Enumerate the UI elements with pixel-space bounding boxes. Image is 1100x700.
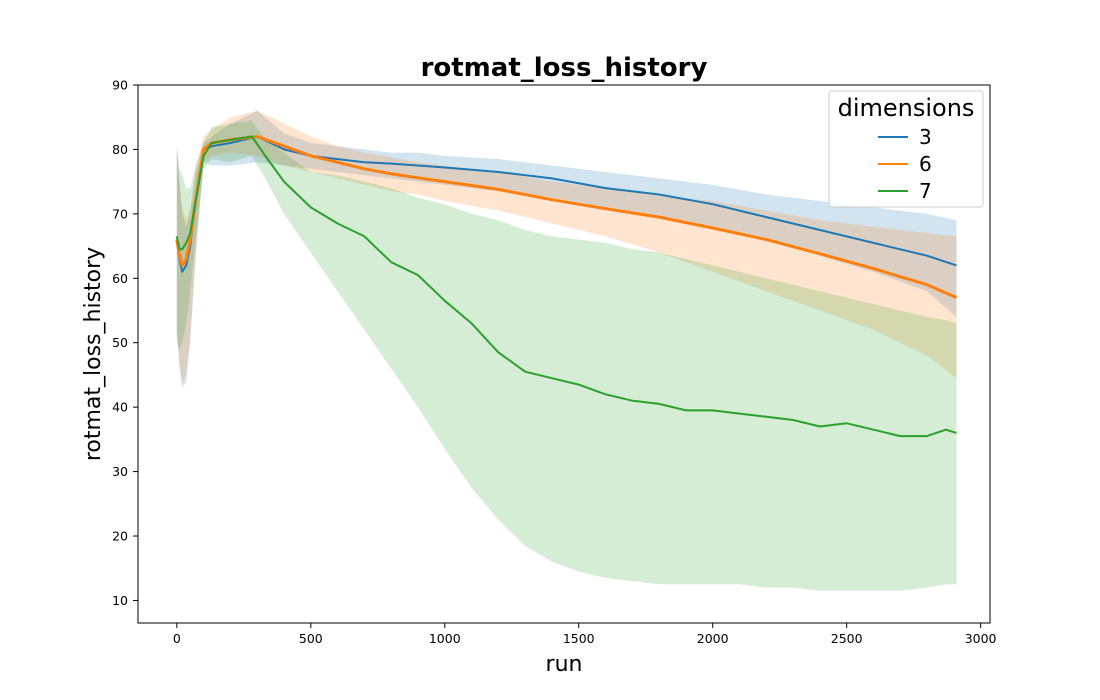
x-tick-label: 0 bbox=[173, 631, 181, 646]
x-tick-label: 2000 bbox=[697, 631, 729, 646]
x-tick-label: 1000 bbox=[429, 631, 461, 646]
chart-title: rotmat_loss_history bbox=[421, 53, 708, 83]
y-axis-label: rotmat_loss_history bbox=[81, 247, 106, 461]
y-tick-label: 50 bbox=[112, 335, 128, 350]
y-tick-label: 70 bbox=[112, 206, 128, 221]
y-tick-label: 80 bbox=[112, 142, 128, 157]
legend-box bbox=[828, 90, 984, 208]
confidence-band-6 bbox=[176, 110, 957, 382]
y-tick-label: 60 bbox=[112, 271, 128, 286]
series-line-7 bbox=[175, 135, 957, 438]
x-tick-label: 1500 bbox=[563, 631, 595, 646]
x-tick-label: 500 bbox=[299, 631, 323, 646]
y-tick-label: 10 bbox=[112, 593, 128, 608]
x-tick-label: 3000 bbox=[965, 631, 997, 646]
legend-title: dimensions bbox=[838, 94, 975, 122]
y-tick-label: 20 bbox=[112, 529, 128, 544]
legend: dimensions 3 6 7 bbox=[828, 90, 984, 208]
y-tick-label: 90 bbox=[112, 78, 128, 93]
x-axis: 0 500 1000 1500 2000 2500 3000 bbox=[173, 623, 997, 646]
axes-frame bbox=[137, 84, 991, 624]
x-axis-label: run bbox=[546, 652, 583, 677]
legend-label-3: 3 bbox=[919, 125, 932, 149]
x-tick-label: 2500 bbox=[831, 631, 863, 646]
plot-area bbox=[175, 110, 958, 591]
y-tick-label: 30 bbox=[112, 464, 128, 479]
legend-label-7: 7 bbox=[919, 179, 932, 203]
y-axis: 10 20 30 40 50 60 70 80 90 bbox=[112, 78, 138, 608]
confidence-band-7 bbox=[176, 120, 957, 591]
y-tick-label: 40 bbox=[112, 400, 128, 415]
legend-label-6: 6 bbox=[919, 152, 932, 176]
